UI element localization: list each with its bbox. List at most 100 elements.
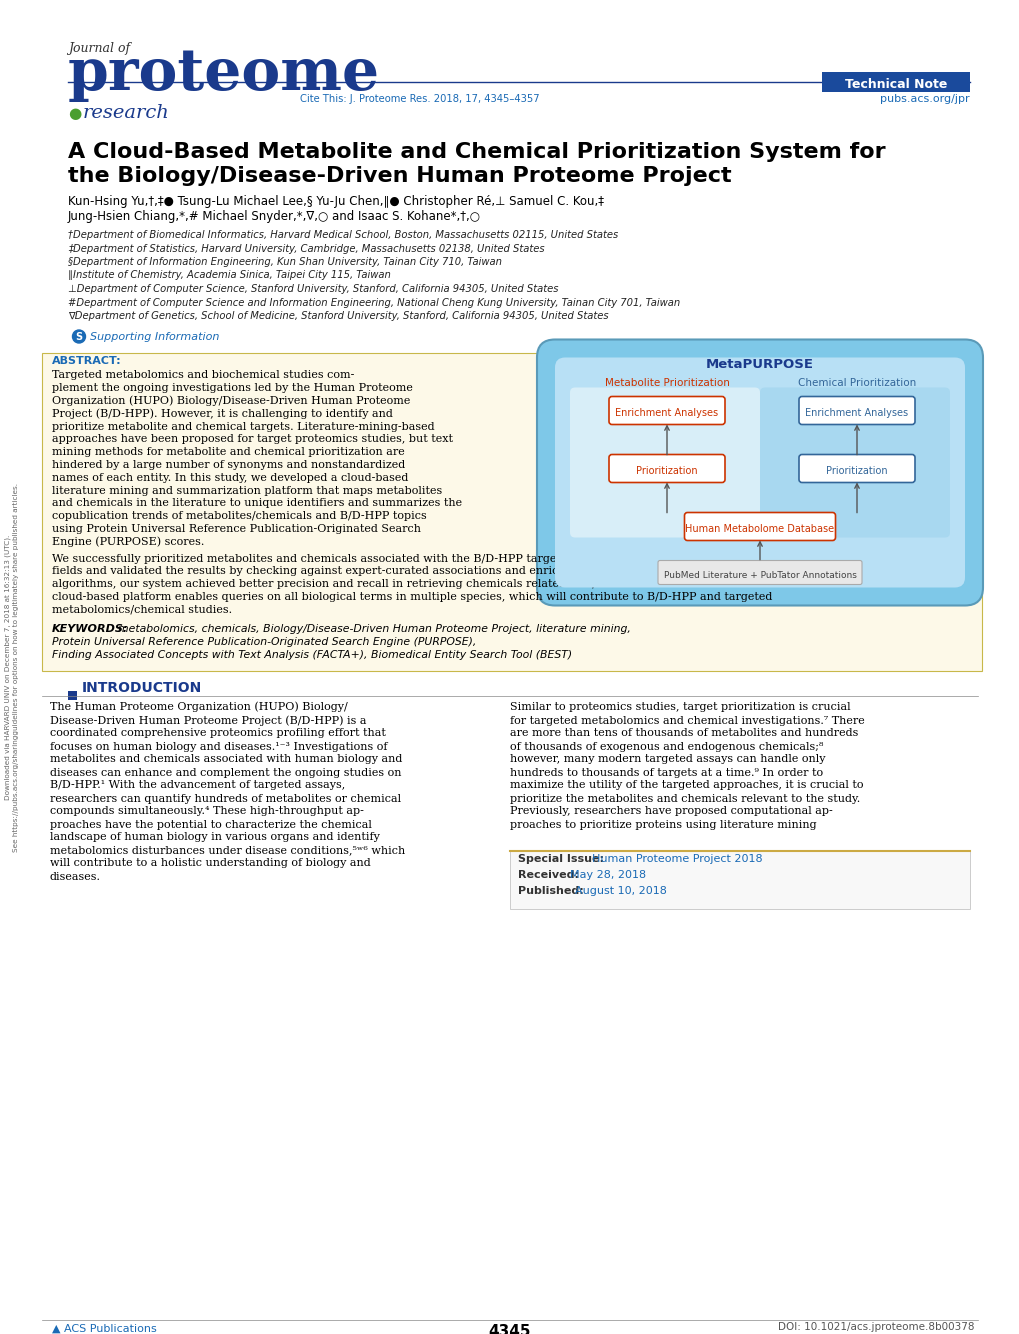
Text: researchers can quantify hundreds of metabolites or chemical: researchers can quantify hundreds of met…	[50, 794, 400, 803]
Text: We successfully prioritized metabolites and chemicals associated with the B/D-HP: We successfully prioritized metabolites …	[52, 554, 574, 564]
Text: mining methods for metabolite and chemical prioritization are: mining methods for metabolite and chemic…	[52, 447, 405, 458]
Text: August 10, 2018: August 10, 2018	[575, 887, 666, 896]
Text: proaches have the potential to characterize the chemical: proaches have the potential to character…	[50, 819, 372, 830]
FancyBboxPatch shape	[570, 387, 759, 538]
Text: MetaPURPOSE: MetaPURPOSE	[705, 358, 813, 371]
Text: will contribute to a holistic understanding of biology and: will contribute to a holistic understand…	[50, 859, 370, 868]
Text: Prioritization: Prioritization	[636, 467, 697, 476]
Text: fields and validated the results by checking against expert-curated associations: fields and validated the results by chec…	[52, 567, 788, 576]
Text: 4345: 4345	[488, 1325, 531, 1334]
Text: prioritize metabolite and chemical targets. Literature-mining-based: prioritize metabolite and chemical targe…	[52, 422, 434, 432]
Text: Cite This: J. Proteome Res. 2018, 17, 4345–4357: Cite This: J. Proteome Res. 2018, 17, 43…	[300, 93, 539, 104]
Text: using Protein Universal Reference Publication-Originated Search: using Protein Universal Reference Public…	[52, 524, 421, 534]
Bar	[821, 72, 969, 92]
Text: INTRODUCTION: INTRODUCTION	[82, 682, 202, 695]
FancyBboxPatch shape	[536, 339, 982, 606]
Text: Kun-Hsing Yu,†,‡● Tsung-Lu Michael Lee,§ Yu-Ju Chen,∥● Christopher Ré,⊥ Samuel C: Kun-Hsing Yu,†,‡● Tsung-Lu Michael Lee,§…	[68, 195, 603, 208]
Text: †Department of Biomedical Informatics, Harvard Medical School, Boston, Massachus: †Department of Biomedical Informatics, H…	[68, 229, 618, 240]
Text: Published:: Published:	[518, 887, 583, 896]
Text: Finding Associated Concepts with Text Analysis (FACTA+), Biomedical Entity Searc: Finding Associated Concepts with Text An…	[52, 650, 572, 660]
Text: Prioritization: Prioritization	[825, 467, 887, 476]
Text: Downloaded via HARVARD UNIV on December 7, 2018 at 16:32:13 (UTC).
See https://p: Downloaded via HARVARD UNIV on December …	[4, 483, 19, 851]
Text: research: research	[83, 104, 169, 121]
Text: Chemical Prioritization: Chemical Prioritization	[797, 378, 915, 387]
Bar	[510, 851, 969, 908]
Text: maximize the utility of the targeted approaches, it is crucial to: maximize the utility of the targeted app…	[510, 780, 863, 791]
Text: literature mining and summarization platform that maps metabolites: literature mining and summarization plat…	[52, 486, 442, 496]
Text: ●: ●	[68, 105, 82, 121]
Text: Enrichment Analyses: Enrichment Analyses	[805, 408, 908, 419]
Text: Enrichment Analyses: Enrichment Analyses	[614, 408, 717, 419]
Text: plement the ongoing investigations led by the Human Proteome: plement the ongoing investigations led b…	[52, 383, 413, 394]
Text: Similar to proteomics studies, target prioritization is crucial: Similar to proteomics studies, target pr…	[510, 703, 850, 712]
Text: Previously, researchers have proposed computational ap-: Previously, researchers have proposed co…	[510, 807, 832, 816]
Text: Targeted metabolomics and biochemical studies com-: Targeted metabolomics and biochemical st…	[52, 371, 354, 380]
Text: however, many modern targeted assays can handle only: however, many modern targeted assays can…	[510, 755, 824, 764]
Text: May 28, 2018: May 28, 2018	[570, 871, 645, 880]
FancyBboxPatch shape	[798, 396, 914, 424]
Text: PubMed Literature + PubTator Annotations: PubMed Literature + PubTator Annotations	[663, 571, 856, 580]
Text: Jung-Hsien Chiang,*,# Michael Snyder,*,∇,○ and Isaac S. Kohane*,†,○: Jung-Hsien Chiang,*,# Michael Snyder,*,∇…	[68, 209, 481, 223]
Text: S: S	[75, 332, 83, 342]
Text: names of each entity. In this study, we developed a cloud-based: names of each entity. In this study, we …	[52, 472, 408, 483]
Bar	[68, 691, 76, 699]
Text: coordinated comprehensive proteomics profiling effort that: coordinated comprehensive proteomics pro…	[50, 728, 385, 739]
Text: copublication trends of metabolites/chemicals and B/D-HPP topics: copublication trends of metabolites/chem…	[52, 511, 426, 522]
Text: Engine (PURPOSE) scores.: Engine (PURPOSE) scores.	[52, 536, 204, 547]
Bar	[42, 352, 981, 671]
FancyBboxPatch shape	[759, 387, 949, 538]
Text: ‡Department of Statistics, Harvard University, Cambridge, Massachusetts 02138, U: ‡Department of Statistics, Harvard Unive…	[68, 244, 544, 253]
Text: diseases.: diseases.	[50, 871, 101, 882]
Text: focuses on human biology and diseases.¹⁻³ Investigations of: focuses on human biology and diseases.¹⁻…	[50, 742, 387, 751]
Text: are more than tens of thousands of metabolites and hundreds: are more than tens of thousands of metab…	[510, 728, 858, 739]
Text: proaches to prioritize proteins using literature mining: proaches to prioritize proteins using li…	[510, 819, 816, 830]
Text: the Biology/Disease-Driven Human Proteome Project: the Biology/Disease-Driven Human Proteom…	[68, 165, 731, 185]
Text: Disease-Driven Human Proteome Project (B/D-HPP) is a: Disease-Driven Human Proteome Project (B…	[50, 715, 366, 726]
Text: Special Issue:: Special Issue:	[518, 855, 603, 864]
Text: diseases can enhance and complement the ongoing studies on: diseases can enhance and complement the …	[50, 767, 401, 778]
Text: metabolomics, chemicals, Biology/Disease-Driven Human Proteome Project, literatu: metabolomics, chemicals, Biology/Disease…	[118, 624, 631, 634]
Text: ∇Department of Genetics, School of Medicine, Stanford University, Stanford, Cali: ∇Department of Genetics, School of Medic…	[68, 311, 608, 321]
Text: Organization (HUPO) Biology/Disease-Driven Human Proteome: Organization (HUPO) Biology/Disease-Driv…	[52, 396, 410, 406]
Text: Journal of: Journal of	[68, 41, 130, 55]
Text: and chemicals in the literature to unique identifiers and summarizes the: and chemicals in the literature to uniqu…	[52, 499, 462, 508]
Text: ▲ ACS Publications: ▲ ACS Publications	[52, 1325, 157, 1334]
Text: Human Proteome Project 2018: Human Proteome Project 2018	[591, 855, 762, 864]
Circle shape	[72, 329, 86, 343]
Text: The Human Proteome Organization (HUPO) Biology/: The Human Proteome Organization (HUPO) B…	[50, 702, 347, 712]
Text: #Department of Computer Science and Information Engineering, National Cheng Kung: #Department of Computer Science and Info…	[68, 297, 680, 308]
Text: hindered by a large number of synonyms and nonstandardized: hindered by a large number of synonyms a…	[52, 460, 405, 470]
Text: proteome: proteome	[68, 45, 380, 101]
Text: compounds simultaneously.⁴ These high-throughput ap-: compounds simultaneously.⁴ These high-th…	[50, 807, 364, 816]
Text: ⊥Department of Computer Science, Stanford University, Stanford, California 94305: ⊥Department of Computer Science, Stanfor…	[68, 284, 558, 293]
Text: ∥Institute of Chemistry, Academia Sinica, Taipei City 115, Taiwan: ∥Institute of Chemistry, Academia Sinica…	[68, 271, 390, 280]
FancyBboxPatch shape	[554, 358, 964, 587]
Text: Human Metabolome Database: Human Metabolome Database	[685, 524, 834, 535]
Text: Technical Note: Technical Note	[844, 77, 947, 91]
Text: A Cloud-Based Metabolite and Chemical Prioritization System for: A Cloud-Based Metabolite and Chemical Pr…	[68, 141, 884, 161]
Text: landscape of human biology in various organs and identify: landscape of human biology in various or…	[50, 832, 379, 843]
Text: of thousands of exogenous and endogenous chemicals;⁸: of thousands of exogenous and endogenous…	[510, 742, 822, 751]
Text: for targeted metabolomics and chemical investigations.⁷ There: for targeted metabolomics and chemical i…	[510, 715, 864, 726]
Text: hundreds to thousands of targets at a time.⁹ In order to: hundreds to thousands of targets at a ti…	[510, 767, 822, 778]
Text: algorithms, our system achieved better precision and recall in retrieving chemic: algorithms, our system achieved better p…	[52, 579, 743, 590]
Text: metabolomics disturbances under disease conditions,⁵ʷ⁶ which: metabolomics disturbances under disease …	[50, 846, 405, 855]
Text: Project (B/D-HPP). However, it is challenging to identify and: Project (B/D-HPP). However, it is challe…	[52, 408, 392, 419]
Text: Protein Universal Reference Publication-Originated Search Engine (PURPOSE),: Protein Universal Reference Publication-…	[52, 636, 476, 647]
FancyBboxPatch shape	[798, 455, 914, 483]
Text: metabolites and chemicals associated with human biology and: metabolites and chemicals associated wit…	[50, 755, 401, 764]
Text: approaches have been proposed for target proteomics studies, but text: approaches have been proposed for target…	[52, 435, 452, 444]
FancyBboxPatch shape	[608, 455, 725, 483]
FancyBboxPatch shape	[608, 396, 725, 424]
Text: §Department of Information Engineering, Kun Shan University, Tainan City 710, Ta: §Department of Information Engineering, …	[68, 257, 501, 267]
Text: DOI: 10.1021/acs.jproteome.8b00378: DOI: 10.1021/acs.jproteome.8b00378	[777, 1322, 974, 1333]
Text: KEYWORDS:: KEYWORDS:	[52, 624, 128, 634]
Text: Received:: Received:	[518, 871, 579, 880]
FancyBboxPatch shape	[684, 512, 835, 540]
Text: cloud-based platform enables queries on all biological terms in multiple species: cloud-based platform enables queries on …	[52, 592, 771, 602]
Text: Metabolite Prioritization: Metabolite Prioritization	[604, 378, 729, 387]
Text: B/D-HPP.¹ With the advancement of targeted assays,: B/D-HPP.¹ With the advancement of target…	[50, 780, 344, 791]
Text: ABSTRACT:: ABSTRACT:	[52, 356, 121, 367]
FancyBboxPatch shape	[657, 560, 861, 584]
Text: pubs.acs.org/jpr: pubs.acs.org/jpr	[879, 93, 969, 104]
